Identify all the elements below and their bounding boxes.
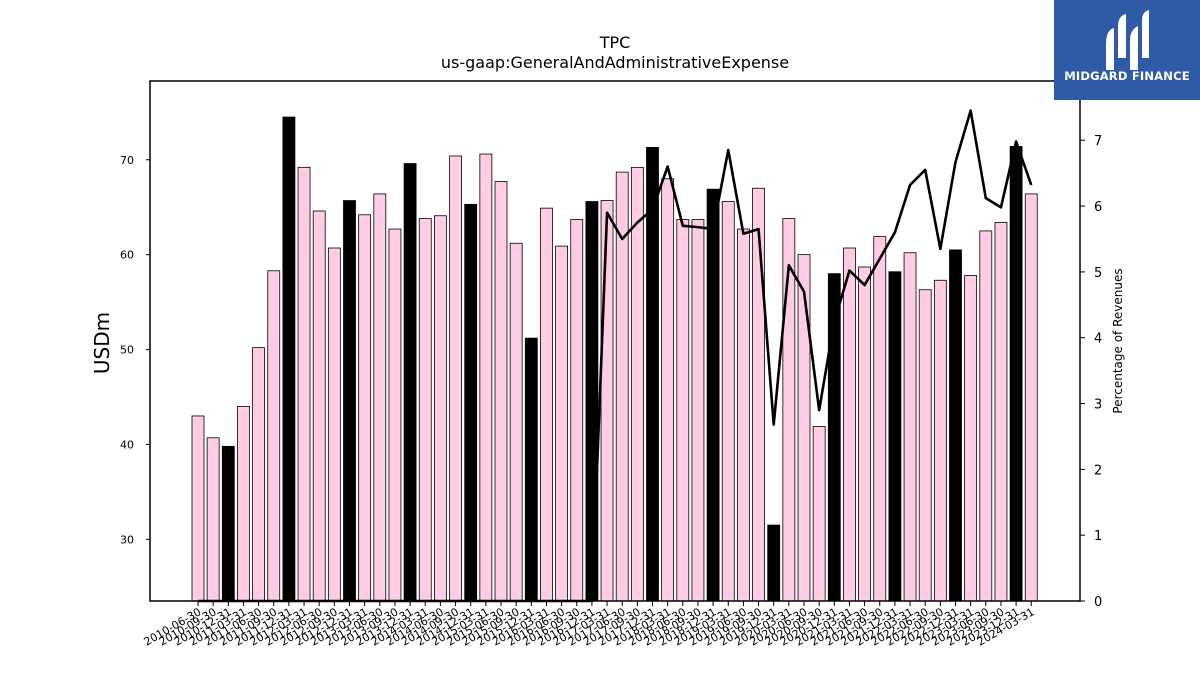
chart-subtitle: us-gaap:GeneralAndAdministrativeExpense <box>441 53 789 72</box>
bar-2012-06-30 <box>312 210 326 602</box>
bar-2022-03-31 <box>903 252 917 602</box>
bar-2023-06-30 <box>979 230 993 602</box>
bar-2021-06-30 <box>858 266 871 602</box>
y2-tick-label: 5 <box>1094 266 1102 281</box>
bar-2022-06-30 <box>918 289 932 602</box>
bar-2016-09-30 <box>570 219 584 602</box>
y-axis-label: USDm <box>90 312 114 374</box>
y2-tick-label: 6 <box>1094 200 1102 215</box>
bar-2018-03-31 <box>661 178 675 602</box>
bar-2016-03-31 <box>540 207 553 602</box>
bar-series <box>191 116 1038 602</box>
bar-2011-09-30 <box>267 270 281 602</box>
y2-tick-label: 4 <box>1094 332 1102 347</box>
bar-2023-03-31 <box>964 275 978 602</box>
bar-2014-03-31 <box>418 218 432 602</box>
bar-2012-09-30 <box>327 247 341 602</box>
y2-tick-label: 3 <box>1094 398 1102 413</box>
y-tick-label: 30 <box>120 533 134 546</box>
bar-2017-03-31 <box>600 200 614 602</box>
bar-2018-09-30 <box>691 219 705 602</box>
chart-title: TPC <box>599 33 631 52</box>
bar-2022-09-30 <box>933 279 947 602</box>
bar-2016-06-30 <box>555 245 568 602</box>
y2-tick-label: 2 <box>1094 463 1102 478</box>
bar-2020-09-30 <box>812 425 826 602</box>
y-tick-label: 50 <box>120 344 134 357</box>
bar-2019-12-31 <box>767 524 781 602</box>
y2-axis-label: Percentage of Revenues <box>1111 268 1125 413</box>
bar-2019-06-30 <box>737 228 750 602</box>
bar-2021-12-31 <box>888 271 902 602</box>
plot-frame <box>149 80 1081 602</box>
bar-2017-09-30 <box>630 166 644 602</box>
midgard-logo-icon <box>1106 10 1149 70</box>
bar-2016-12-31 <box>585 201 599 602</box>
bar-2015-03-31 <box>479 153 493 602</box>
bar-2012-12-31 <box>343 200 356 602</box>
y2-tick-label: 1 <box>1094 529 1102 544</box>
bar-2023-09-30 <box>994 221 1008 602</box>
bar-2013-12-31 <box>403 163 417 602</box>
bar-2015-06-30 <box>494 181 508 602</box>
bar-2013-03-31 <box>358 214 372 602</box>
y2-tick-label: 7 <box>1094 134 1102 149</box>
y2-tick-label: 0 <box>1094 595 1102 610</box>
bar-2021-03-31 <box>843 247 856 602</box>
bar-2019-03-31 <box>721 201 735 602</box>
bar-2014-09-30 <box>449 155 462 602</box>
bar-2017-12-31 <box>646 147 659 602</box>
y-tick-label: 60 <box>120 249 134 262</box>
bar-2021-09-30 <box>873 236 887 602</box>
bar-2018-12-31 <box>706 188 720 602</box>
brand-logo: MIDGARD FINANCE <box>1054 0 1200 100</box>
bar-2015-09-30 <box>509 242 523 602</box>
bar-2023-12-31 <box>1009 146 1023 602</box>
axes: 3040506070012345672010-06-302010-09-3020… <box>120 80 1102 649</box>
bar-2018-06-30 <box>676 219 690 602</box>
bar-2010-09-30 <box>206 437 220 602</box>
bar-2011-03-31 <box>237 406 250 602</box>
bar-2012-03-31 <box>297 166 311 602</box>
bar-2010-06-30 <box>191 415 205 602</box>
bar-2015-12-31 <box>524 337 538 602</box>
y-tick-label: 40 <box>120 438 134 451</box>
bar-2013-09-30 <box>388 228 402 602</box>
brand-name: MIDGARD FINANCE <box>1064 69 1190 83</box>
bar-2024-03-31 <box>1024 193 1038 602</box>
bar-2014-12-31 <box>464 203 478 602</box>
bar-2020-06-30 <box>797 254 811 602</box>
bar-2019-09-30 <box>752 187 765 602</box>
bar-2022-12-31 <box>949 249 962 602</box>
bar-2011-12-31 <box>282 116 296 602</box>
bar-2010-12-31 <box>221 445 235 602</box>
bar-2013-06-30 <box>373 193 387 602</box>
bar-2011-06-30 <box>252 347 266 602</box>
y-tick-label: 70 <box>120 154 134 167</box>
bar-2014-06-30 <box>433 215 447 602</box>
